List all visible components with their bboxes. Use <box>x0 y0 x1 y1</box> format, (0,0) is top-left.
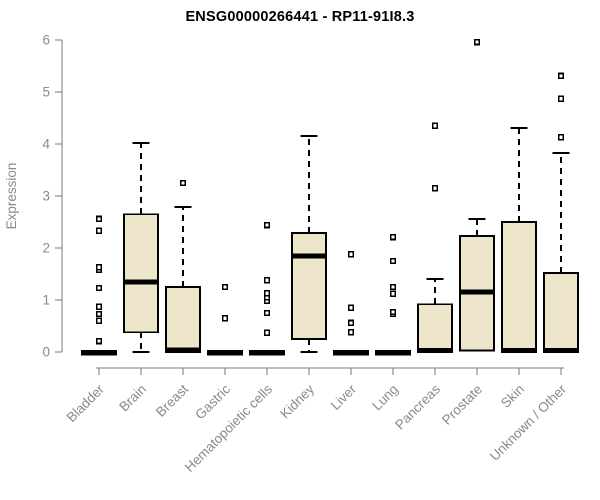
box-group-breast <box>165 179 201 353</box>
outlier-point <box>431 122 439 130</box>
box <box>291 232 327 340</box>
box-group-liver <box>333 251 369 356</box>
y-tick-label: 2 <box>42 241 50 256</box>
category-label: Skin <box>498 382 527 411</box>
y-tick-label: 0 <box>42 345 50 360</box>
box <box>165 286 201 353</box>
median-line <box>460 289 494 295</box>
outlier-point <box>389 308 397 316</box>
median-line <box>292 253 326 259</box>
y-tick-label: 5 <box>42 85 50 100</box>
box <box>501 221 537 353</box>
box <box>417 303 453 353</box>
box-group-gastric <box>207 283 243 356</box>
category-label: Gastric <box>192 381 233 422</box>
outlier-point <box>389 233 397 241</box>
outlier-point <box>389 257 397 265</box>
y-tick-label: 4 <box>42 137 50 152</box>
y-tick-label: 6 <box>42 33 50 48</box>
box-group-skin <box>501 126 537 353</box>
box-group-pancreas <box>417 122 453 353</box>
outlier-point <box>557 72 565 80</box>
outlier-point <box>95 310 103 318</box>
category-label: Bladder <box>64 381 108 425</box>
outlier-point <box>95 264 103 271</box>
category-label: Liver <box>328 381 360 413</box>
median-line <box>544 347 578 353</box>
median-line <box>166 347 200 353</box>
outlier-point <box>557 95 565 102</box>
median-line <box>418 347 452 353</box>
outlier-point <box>95 227 103 235</box>
category-label: Pancreas <box>392 381 443 432</box>
category-label: Breast <box>153 381 191 419</box>
outlier-point <box>95 284 103 292</box>
box-group-unknown-other <box>543 72 579 353</box>
outlier-point <box>347 251 355 258</box>
outlier-point <box>95 317 103 324</box>
median-line <box>502 347 536 353</box>
outlier-point <box>95 303 103 310</box>
outlier-point <box>95 337 103 345</box>
outlier-point <box>473 38 481 46</box>
outlier-point <box>263 309 271 317</box>
box-group-lung <box>375 233 411 356</box>
category-label: Prostate <box>439 382 485 428</box>
category-label: Brain <box>116 382 149 415</box>
y-tick-label: 1 <box>42 293 50 308</box>
outlier-point <box>263 329 271 336</box>
box-group-brain <box>123 141 159 353</box>
y-tick-label: 3 <box>42 189 50 204</box>
outlier-point <box>347 329 355 336</box>
collapsed-box <box>81 350 117 356</box>
y-axis-label: Expression <box>4 162 19 230</box>
category-label: Kidney <box>277 381 317 421</box>
collapsed-box <box>375 350 411 356</box>
box-group-prostate <box>459 38 495 352</box>
outlier-point <box>263 290 271 297</box>
outlier-point <box>263 277 271 284</box>
collapsed-box <box>207 350 243 356</box>
outlier-point <box>347 319 355 327</box>
box-group-kidney <box>291 135 327 353</box>
outlier-point <box>347 304 355 311</box>
outlier-point <box>389 283 397 291</box>
chart-title: ENSG00000266441 - RP11-91I8.3 <box>185 9 415 25</box>
outlier-point <box>557 134 565 141</box>
box-group-bladder <box>81 215 117 356</box>
collapsed-box <box>333 350 369 356</box>
outlier-point <box>179 179 187 187</box>
outlier-point <box>431 185 439 192</box>
category-label: Unknown / Other <box>487 381 570 464</box>
outlier-point <box>221 314 229 322</box>
box <box>543 272 579 353</box>
outlier-point <box>263 221 271 229</box>
outlier-point <box>221 283 229 291</box>
outlier-point <box>389 290 397 297</box>
outlier-point <box>95 215 103 223</box>
median-line <box>124 279 158 285</box>
box-group-hematopoietic-cells <box>249 221 285 356</box>
category-label: Lung <box>369 382 401 414</box>
collapsed-box <box>249 350 285 356</box>
box <box>123 213 159 334</box>
